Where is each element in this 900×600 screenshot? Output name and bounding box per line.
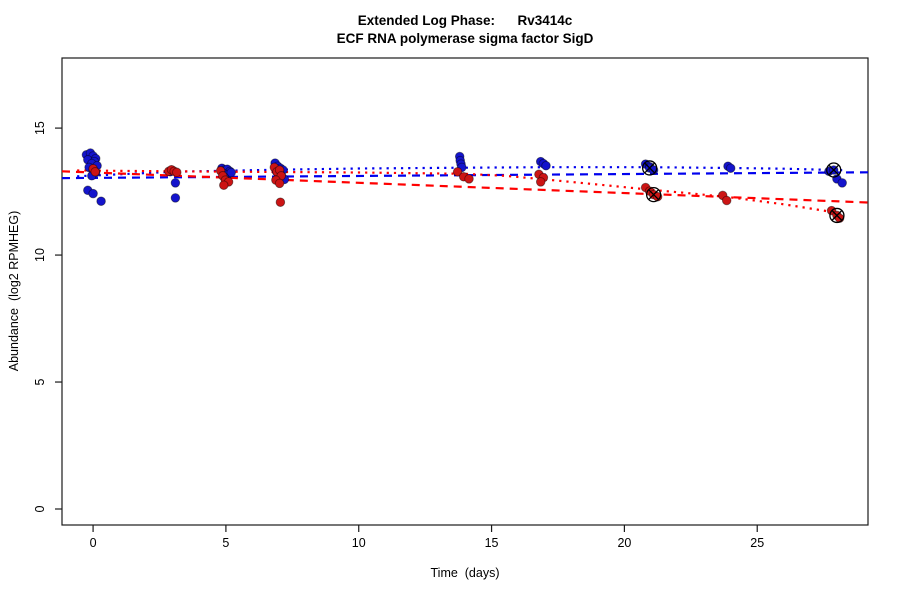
red-point (90, 167, 100, 177)
red-point (535, 177, 546, 187)
blue-point (96, 196, 106, 206)
red-point (452, 167, 463, 177)
red-point (172, 167, 182, 178)
x-tick-label: 25 (750, 536, 764, 550)
circle-x-marker (641, 160, 658, 176)
circle-x-marker-part (645, 186, 662, 203)
x-tick-label: 0 (90, 536, 97, 550)
blue-point (837, 178, 847, 188)
chart-title: Extended Log Phase: Rv3414c ECF RNA poly… (62, 12, 868, 48)
red-point (219, 180, 229, 190)
x-tick-label: 5 (222, 536, 229, 550)
x-tick-label: 10 (352, 536, 366, 550)
chart-title-line1: Extended Log Phase: Rv3414c (357, 13, 573, 28)
circle-x-marker (829, 207, 845, 224)
x-tick-label: 20 (617, 536, 631, 550)
chart-title-line2: ECF RNA polymerase sigma factor SigD (336, 31, 594, 46)
red-point (275, 197, 286, 207)
circle-x-marker-part (641, 160, 658, 176)
plot-box (61, 57, 869, 526)
red-point (274, 178, 285, 189)
circle-x-marker-part (829, 207, 845, 224)
red-point (464, 174, 474, 184)
red-dashed-fit (61, 170, 869, 204)
x-axis-label: Time (days) (430, 566, 500, 580)
circle-x-marker (826, 162, 842, 178)
blue-point (725, 163, 736, 173)
y-tick-label: 15 (33, 121, 47, 135)
y-tick-label: 5 (33, 379, 47, 386)
blue-point (88, 188, 98, 199)
blue-point (170, 193, 181, 203)
red-point (721, 195, 732, 206)
circle-x-marker-part (644, 162, 656, 174)
circle-x-marker-part (828, 164, 840, 176)
circle-x-marker-part (831, 210, 843, 221)
blue-point (541, 160, 551, 171)
y-tick-label: 10 (33, 248, 47, 262)
circle-x-marker (645, 186, 662, 203)
blue-point (226, 167, 236, 178)
y-tick-label: 0 (33, 505, 47, 512)
blue-point (170, 178, 181, 188)
y-axis-label: Abundance (log2 RPMHEG) (7, 210, 21, 372)
x-tick-label: 15 (485, 536, 499, 550)
circle-x-marker-part (826, 162, 842, 178)
circle-x-marker-part (648, 189, 660, 201)
